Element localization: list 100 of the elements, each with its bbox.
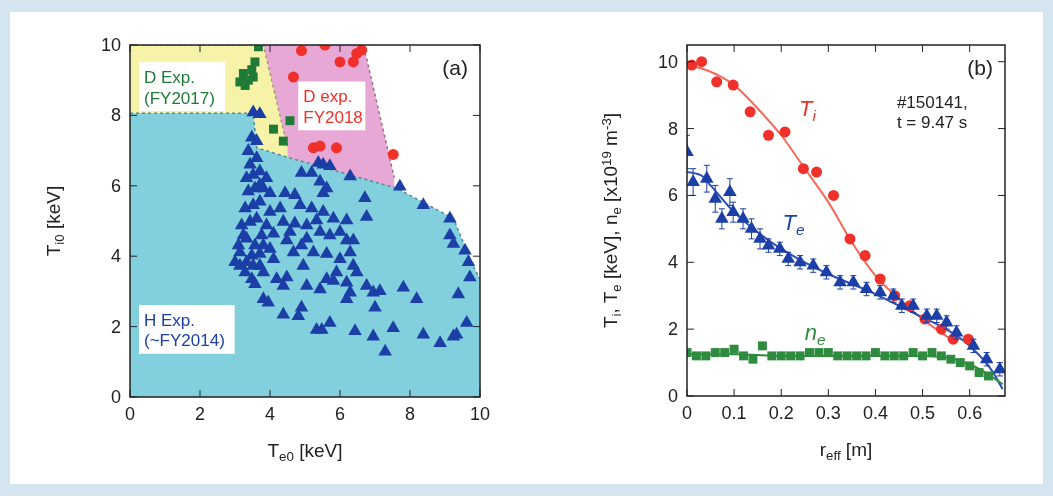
annotation: D exp. FY2018 — [303, 87, 363, 127]
point — [248, 72, 258, 82]
point — [247, 65, 257, 75]
point — [889, 351, 899, 361]
point — [715, 210, 729, 223]
point — [936, 351, 946, 361]
point — [729, 344, 739, 354]
x-tick-label: 6 — [334, 404, 346, 424]
annotation: #150141, t = 9.47 s — [896, 92, 968, 133]
point — [727, 79, 739, 91]
point — [753, 231, 767, 243]
x-tick-label: 0.1 — [721, 403, 747, 423]
point — [726, 204, 740, 217]
point — [720, 348, 730, 358]
annotation: (a) — [442, 56, 468, 79]
x-tick-label: 2 — [194, 404, 206, 424]
point — [852, 351, 862, 361]
y-tick-label: 8 — [667, 118, 678, 139]
point — [949, 324, 964, 337]
point — [331, 142, 342, 154]
y-tick-label: 6 — [110, 175, 121, 196]
point — [314, 140, 326, 152]
point — [946, 354, 956, 364]
series-label: T$_{e}$ — [782, 209, 805, 238]
x-tick-label: 0.2 — [768, 403, 794, 423]
x-tick-label: 0.3 — [815, 403, 841, 423]
point — [387, 148, 399, 160]
point — [767, 351, 777, 361]
point — [736, 210, 750, 223]
point — [811, 166, 823, 178]
point — [899, 351, 909, 361]
point — [708, 190, 723, 203]
point — [723, 184, 737, 197]
x-tick-label: 0.4 — [862, 403, 888, 423]
point — [744, 106, 756, 118]
point — [966, 338, 981, 350]
x-tick-label: 0 — [124, 404, 136, 424]
point — [711, 76, 723, 88]
point — [710, 348, 720, 358]
x-tick-label: 10 — [469, 404, 491, 424]
point — [781, 251, 796, 263]
point — [701, 351, 711, 361]
point — [269, 124, 278, 134]
y-tick-label: 10 — [657, 51, 678, 72]
y-tick-label: 2 — [667, 319, 678, 340]
point — [687, 174, 700, 186]
point — [859, 281, 874, 293]
point — [776, 351, 786, 361]
point — [974, 368, 984, 378]
point — [806, 257, 821, 270]
point — [955, 358, 965, 368]
y-tick-label: 8 — [110, 105, 121, 126]
point — [797, 163, 809, 175]
point — [763, 129, 774, 141]
x-tick-label: 0.6 — [957, 403, 983, 423]
point — [819, 264, 834, 277]
point — [833, 351, 843, 361]
x-axis-title: T$_{e0}$ [keV] — [267, 440, 343, 464]
x-axis-title: r$_{eff}$ [m] — [819, 439, 873, 463]
point — [861, 351, 871, 361]
point — [965, 361, 975, 371]
y-tick-label: 10 — [100, 35, 121, 55]
series-label: n$_{e}$ — [804, 319, 826, 348]
line-series — [687, 171, 1004, 391]
point — [278, 136, 288, 146]
point — [773, 241, 787, 253]
y-tick-label: 0 — [667, 386, 678, 406]
point — [939, 314, 954, 327]
point — [761, 237, 776, 250]
point — [779, 126, 791, 138]
x-tick-label: 8 — [404, 404, 416, 424]
point — [880, 351, 890, 361]
point — [846, 274, 861, 287]
annotation: D Exp. (FY2017) — [144, 68, 215, 108]
point — [356, 45, 368, 56]
point — [795, 351, 805, 361]
point — [859, 250, 871, 262]
point — [748, 354, 758, 364]
annotation: (b) — [967, 56, 993, 79]
point — [691, 351, 701, 361]
point — [699, 170, 714, 183]
point — [984, 371, 993, 381]
point — [696, 56, 708, 68]
y-tick-label: 4 — [667, 252, 678, 273]
point — [739, 351, 749, 361]
point — [844, 233, 856, 245]
y-tick-label: 6 — [667, 185, 678, 206]
point — [334, 56, 346, 68]
point — [786, 351, 796, 361]
y-tick-label: 4 — [110, 246, 121, 267]
point — [842, 351, 852, 361]
x-tick-label: 4 — [264, 404, 276, 424]
point — [757, 341, 767, 351]
point — [828, 189, 840, 201]
annotation: H Exp. (~FY2014) — [144, 311, 225, 351]
point — [744, 221, 759, 233]
x-tick-label: 0 — [681, 403, 693, 423]
y-tick-label: 2 — [110, 316, 121, 337]
point — [979, 351, 994, 364]
series-label: T$_{i}$ — [798, 95, 817, 124]
